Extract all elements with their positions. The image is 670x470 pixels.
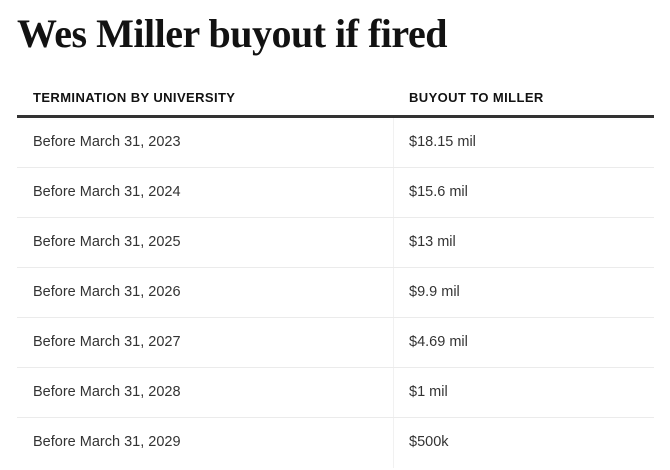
column-header-buyout: BUYOUT TO MILLER (409, 90, 544, 105)
table-row: Before March 31, 2026 $9.9 mil (17, 268, 654, 318)
page-title: Wes Miller buyout if fired (17, 11, 447, 56)
termination-date-cell: Before March 31, 2025 (17, 218, 394, 267)
termination-date-cell: Before March 31, 2027 (17, 318, 394, 367)
table-row: Before March 31, 2029 $500k (17, 418, 654, 468)
termination-date-cell: Before March 31, 2029 (17, 418, 394, 468)
table-header-row: TERMINATION BY UNIVERSITY BUYOUT TO MILL… (17, 78, 654, 118)
buyout-amount-cell: $500k (409, 434, 449, 450)
termination-date-cell: Before March 31, 2024 (17, 168, 394, 217)
termination-date-cell: Before March 31, 2023 (17, 118, 394, 167)
buyout-amount-cell: $13 mil (409, 234, 456, 250)
buyout-amount-cell: $4.69 mil (409, 334, 468, 350)
termination-date-cell: Before March 31, 2028 (17, 368, 394, 417)
termination-date-cell: Before March 31, 2026 (17, 268, 394, 317)
table-body: Before March 31, 2023 $18.15 mil Before … (17, 118, 654, 468)
buyout-amount-cell: $15.6 mil (409, 184, 468, 200)
table-row: Before March 31, 2025 $13 mil (17, 218, 654, 268)
table-row: Before March 31, 2023 $18.15 mil (17, 118, 654, 168)
buyout-table: TERMINATION BY UNIVERSITY BUYOUT TO MILL… (17, 78, 654, 468)
table-row: Before March 31, 2028 $1 mil (17, 368, 654, 418)
table-row: Before March 31, 2027 $4.69 mil (17, 318, 654, 368)
column-header-termination: TERMINATION BY UNIVERSITY (33, 90, 236, 105)
table-row: Before March 31, 2024 $15.6 mil (17, 168, 654, 218)
buyout-amount-cell: $18.15 mil (409, 134, 476, 150)
buyout-amount-cell: $9.9 mil (409, 284, 460, 300)
buyout-amount-cell: $1 mil (409, 384, 448, 400)
